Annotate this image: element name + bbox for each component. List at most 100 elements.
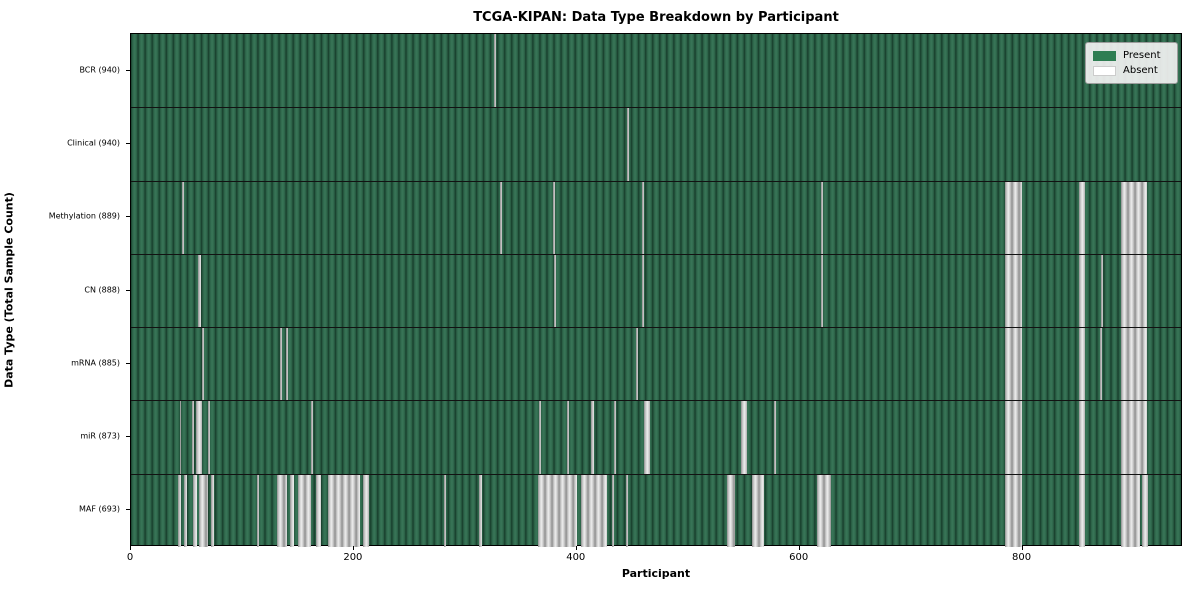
absent-segment-mir bbox=[643, 401, 651, 474]
absent-segment-cn bbox=[197, 254, 202, 328]
row-mrna bbox=[131, 327, 1181, 401]
absent-segment-cn bbox=[820, 254, 823, 328]
absent-segment-mir bbox=[311, 401, 314, 474]
absent-segment-methylation bbox=[1120, 181, 1147, 254]
row-clinical bbox=[131, 107, 1181, 181]
row-cn bbox=[131, 253, 1181, 328]
absent-segment-maf bbox=[315, 474, 322, 547]
xtick-mark bbox=[575, 546, 577, 550]
ytick-label-maf: MAF (693) bbox=[78, 504, 120, 514]
legend: Present Absent bbox=[1085, 42, 1178, 84]
row-bcr bbox=[131, 34, 1181, 108]
absent-segment-maf bbox=[1142, 474, 1148, 547]
absent-segment-maf bbox=[1078, 474, 1086, 547]
xtick-label-600: 600 bbox=[789, 552, 809, 563]
ytick-label-methylation: Methylation (889) bbox=[48, 211, 120, 221]
xtick-label-800: 800 bbox=[1011, 552, 1032, 563]
present-swatch-icon bbox=[1093, 50, 1116, 61]
xtick-mark bbox=[1021, 546, 1023, 550]
absent-segment-methylation bbox=[1078, 181, 1086, 254]
row-maf bbox=[131, 473, 1181, 547]
xtick-label-200: 200 bbox=[343, 552, 363, 563]
absent-swatch-icon bbox=[1093, 65, 1116, 76]
ytick-mark bbox=[126, 509, 130, 511]
row-methylation bbox=[131, 180, 1181, 254]
absent-segment-mrna bbox=[1078, 328, 1086, 401]
absent-segment-clinical bbox=[627, 108, 630, 181]
absent-segment-mrna bbox=[1120, 328, 1147, 401]
absent-segment-mir bbox=[1120, 401, 1147, 474]
absent-segment-cn bbox=[641, 254, 644, 328]
xtick-mark bbox=[798, 546, 800, 550]
absent-segment-maf bbox=[184, 474, 187, 547]
absent-segment-mir bbox=[207, 401, 210, 474]
absent-segment-mir bbox=[591, 401, 594, 474]
absent-segment-maf bbox=[363, 474, 369, 547]
absent-segment-maf bbox=[581, 474, 608, 547]
absent-segment-maf bbox=[327, 474, 361, 547]
absent-segment-maf bbox=[625, 474, 629, 547]
absent-segment-mir bbox=[613, 401, 616, 474]
absent-segment-maf bbox=[177, 474, 182, 547]
absent-segment-maf bbox=[193, 474, 197, 547]
absent-segment-cn bbox=[1005, 254, 1022, 328]
legend-entry-present: Present bbox=[1093, 48, 1169, 63]
absent-segment-maf bbox=[479, 474, 483, 547]
absent-segment-cn bbox=[553, 254, 556, 328]
absent-segment-mir bbox=[195, 401, 203, 474]
absent-segment-maf bbox=[727, 474, 735, 547]
absent-segment-mir bbox=[567, 401, 570, 474]
absent-segment-maf bbox=[211, 474, 215, 547]
absent-segment-maf bbox=[297, 474, 312, 547]
absent-segment-mir bbox=[192, 401, 195, 474]
ytick-mark bbox=[126, 289, 130, 291]
absent-segment-mrna bbox=[1099, 328, 1103, 401]
absent-segment-methylation bbox=[182, 181, 185, 254]
legend-absent-label: Absent bbox=[1123, 65, 1158, 76]
plot-area bbox=[130, 33, 1182, 547]
x-axis-label: Participant bbox=[621, 567, 691, 580]
absent-segment-maf bbox=[443, 474, 446, 547]
absent-segment-maf bbox=[611, 474, 614, 547]
ytick-mark bbox=[126, 216, 130, 218]
absent-segment-maf bbox=[817, 474, 831, 547]
absent-segment-methylation bbox=[552, 181, 555, 254]
xtick-label-0: 0 bbox=[126, 552, 134, 563]
ytick-label-clinical: Clinical (940) bbox=[67, 138, 120, 148]
absent-segment-maf bbox=[256, 474, 259, 547]
absent-segment-maf bbox=[538, 474, 578, 547]
xtick-mark bbox=[130, 546, 131, 550]
absent-segment-cn bbox=[1100, 254, 1104, 328]
absent-segment-mir bbox=[1005, 401, 1022, 474]
absent-segment-maf bbox=[276, 474, 287, 547]
ytick-label-cn: CN (888) bbox=[84, 285, 120, 294]
absent-segment-methylation bbox=[820, 181, 823, 254]
absent-segment-cn bbox=[1120, 254, 1147, 328]
ytick-label-bcr: BCR (940) bbox=[79, 65, 120, 75]
absent-segment-mrna bbox=[635, 328, 639, 401]
absent-segment-methylation bbox=[641, 181, 644, 254]
ytick-mark bbox=[126, 69, 130, 71]
absent-segment-bcr bbox=[493, 34, 496, 108]
row-mir bbox=[131, 400, 1181, 474]
absent-segment-mir bbox=[740, 401, 748, 474]
ytick-mark bbox=[126, 362, 130, 364]
absent-segment-maf bbox=[1005, 474, 1022, 547]
ytick-label-mir: miR (873) bbox=[80, 431, 120, 441]
ytick-label-mrna: mRNA (885) bbox=[71, 358, 120, 368]
absent-segment-mrna bbox=[280, 328, 283, 401]
chart-title: TCGA-KIPAN: Data Type Breakdown by Parti… bbox=[473, 10, 839, 25]
absent-segment-maf bbox=[751, 474, 764, 547]
absent-segment-cn bbox=[1078, 254, 1086, 328]
absent-segment-mrna bbox=[285, 328, 288, 401]
absent-segment-mrna bbox=[1005, 328, 1022, 401]
absent-segment-maf bbox=[198, 474, 208, 547]
legend-entry-absent: Absent bbox=[1093, 63, 1169, 78]
absent-segment-mrna bbox=[202, 328, 205, 401]
absent-segment-mir bbox=[1078, 401, 1086, 474]
absent-segment-maf bbox=[290, 474, 295, 547]
absent-segment-mir bbox=[179, 401, 182, 474]
ytick-mark bbox=[126, 436, 130, 438]
ytick-mark bbox=[126, 142, 130, 144]
legend-present-label: Present bbox=[1123, 50, 1161, 61]
